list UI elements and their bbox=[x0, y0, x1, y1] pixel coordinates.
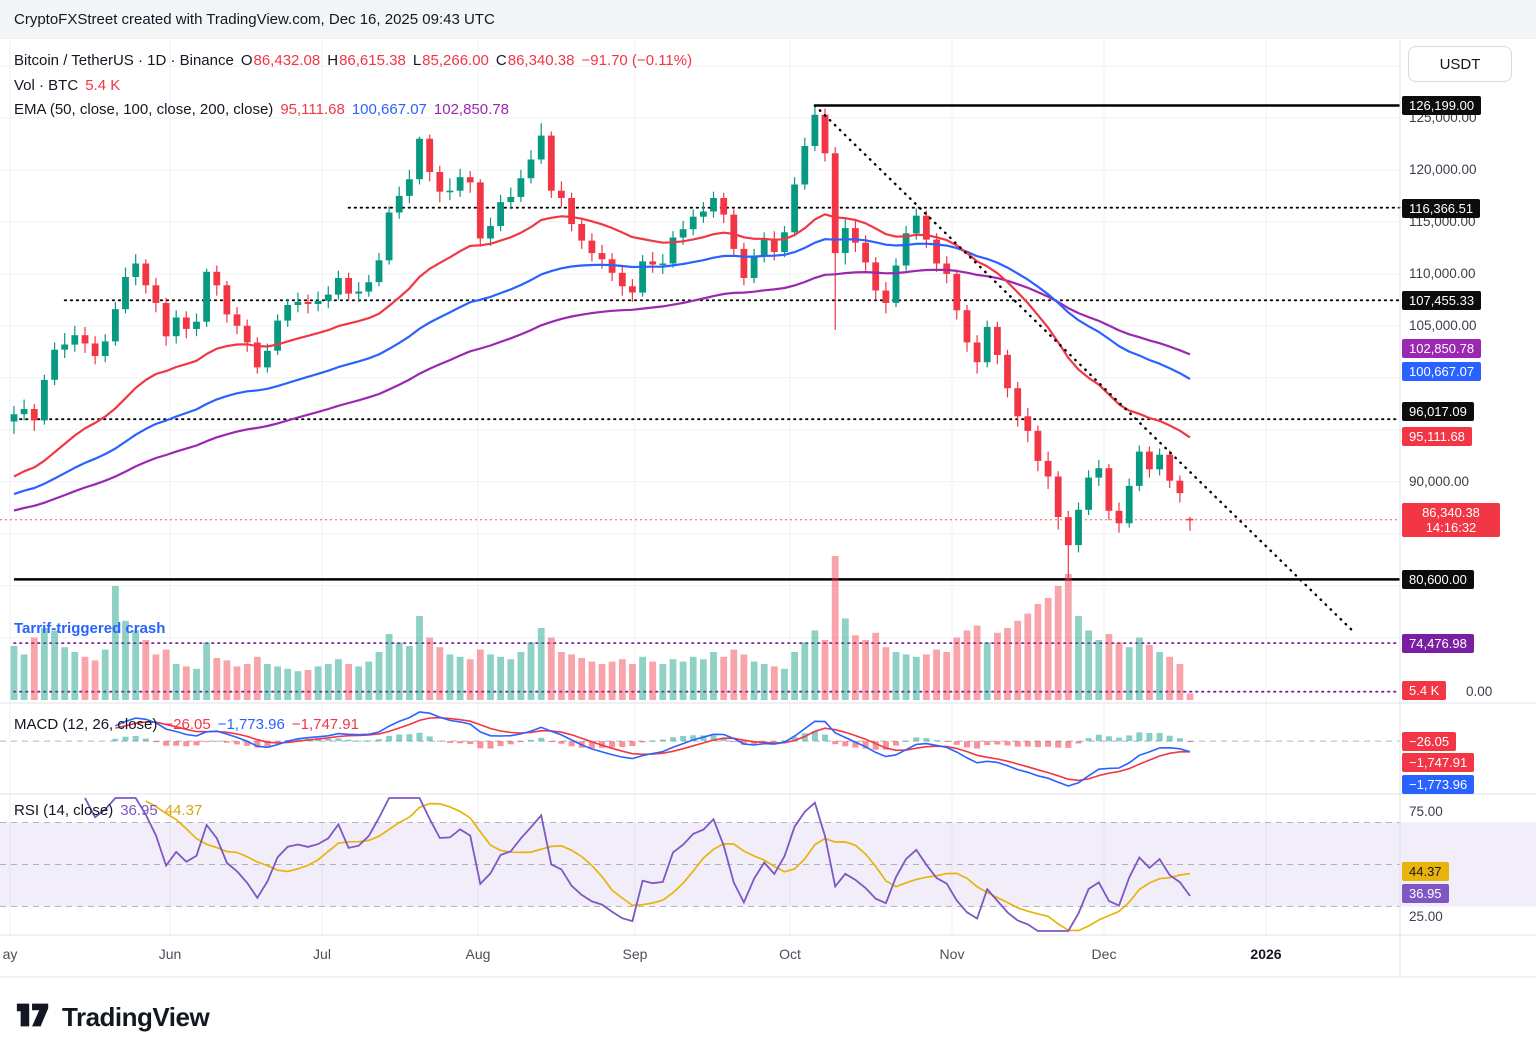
symbol-title: Bitcoin / TetherUS · 1D · Binance bbox=[14, 52, 234, 69]
rsi-value: 36.95 bbox=[120, 802, 158, 819]
rsi-tick-label: 25.00 bbox=[1409, 909, 1443, 924]
volume-value: 5.4 K bbox=[85, 77, 121, 94]
macd-line-badge: −1,773.96 bbox=[1402, 775, 1475, 794]
time-axis[interactable] bbox=[0, 935, 1400, 977]
rsi-value-badge: 36.95 bbox=[1402, 884, 1449, 903]
time-axis-label[interactable]: Dec bbox=[1091, 946, 1117, 962]
ema100-value: 100,667.07 bbox=[351, 101, 427, 118]
macd-hist-value: −26.05 bbox=[164, 716, 211, 733]
last-price-value: 86,340.38 bbox=[1422, 505, 1480, 520]
footer-brand[interactable]: TradingView bbox=[14, 996, 210, 1039]
ohlc-high: H 86,615.38 bbox=[327, 52, 406, 69]
macd-label: MACD (12, 26, close) bbox=[14, 716, 158, 733]
price-level-badge: 116,366.51 bbox=[1402, 199, 1481, 218]
price-level-badge: 107,455.33 bbox=[1402, 291, 1482, 310]
time-axis-label[interactable]: ay bbox=[2, 946, 18, 962]
ema-legend[interactable]: EMA (50, close, 100, close, 200, close) … bbox=[14, 101, 509, 118]
price-level-badge: 74,476.98 bbox=[1402, 634, 1474, 653]
macd-signal-badge: −1,747.91 bbox=[1402, 753, 1475, 772]
price-level-badge: 102,850.78 bbox=[1402, 339, 1482, 358]
time-axis-label[interactable]: Jun bbox=[158, 946, 182, 962]
ema50-value: 95,111.68 bbox=[280, 101, 345, 118]
price-tick-label: 90,000.00 bbox=[1409, 474, 1470, 489]
macd-line-value: −1,773.96 bbox=[217, 716, 285, 733]
volume-badge: 5.4 K bbox=[1402, 681, 1447, 700]
price-tick-label: 120,000.00 bbox=[1409, 162, 1477, 177]
time-axis-label[interactable]: Aug bbox=[465, 946, 491, 962]
macd-hist-badge: −26.05 bbox=[1402, 732, 1457, 751]
time-axis-label[interactable]: Nov bbox=[939, 946, 965, 962]
ohlc-open: O 86,432.08 bbox=[240, 52, 321, 69]
time-axis-label[interactable]: 2026 bbox=[1250, 946, 1282, 962]
time-axis-label[interactable]: Sep bbox=[622, 946, 648, 962]
attribution-text: CryptoFXStreet created with TradingView.… bbox=[14, 10, 495, 28]
rsi-tick-label: 75.00 bbox=[1409, 804, 1443, 819]
volume-zero-label: 0.00 bbox=[1466, 684, 1493, 699]
time-axis-label[interactable]: Jul bbox=[313, 946, 331, 962]
last-price-badge: 86,340.38 14:16:32 bbox=[1402, 503, 1500, 537]
symbol-legend[interactable]: Bitcoin / TetherUS · 1D · Binance O 86,43… bbox=[14, 52, 692, 69]
chart-annotation: Tarrif-triggered crash bbox=[14, 620, 166, 637]
tradingview-logo-icon bbox=[14, 996, 52, 1039]
price-level-badge: 80,600.00 bbox=[1402, 570, 1474, 589]
ema-label: EMA (50, close, 100, close, 200, close) bbox=[14, 101, 274, 118]
price-level-badge: 96,017.09 bbox=[1402, 402, 1474, 421]
ohlc-low: L 85,266.00 bbox=[412, 52, 489, 69]
volume-legend[interactable]: Vol · BTC 5.4 K bbox=[14, 77, 120, 94]
volume-label: Vol · BTC bbox=[14, 77, 79, 94]
price-tick-label: 105,000.00 bbox=[1409, 318, 1477, 333]
bar-countdown: 14:16:32 bbox=[1425, 520, 1477, 535]
rsi-label: RSI (14, close) bbox=[14, 802, 114, 819]
price-tick-label: 110,000.00 bbox=[1409, 266, 1476, 281]
rsi-ma-badge: 44.37 bbox=[1402, 862, 1449, 881]
ohlc-close: C 86,340.38 bbox=[495, 52, 575, 69]
rsi-legend[interactable]: RSI (14, close) 36.95 44.37 bbox=[14, 802, 202, 819]
change-value: −91.70 (−0.11%) bbox=[581, 52, 693, 69]
macd-legend[interactable]: MACD (12, 26, close) −26.05 −1,773.96 −1… bbox=[14, 716, 359, 733]
price-level-badge: 95,111.68 bbox=[1402, 427, 1472, 446]
ema200-value: 102,850.78 bbox=[433, 101, 509, 118]
price-level-badge: 126,199.00 bbox=[1402, 96, 1482, 115]
brand-name: TradingView bbox=[62, 1002, 210, 1032]
attribution-bar: CryptoFXStreet created with TradingView.… bbox=[0, 0, 1536, 38]
macd-signal-value: −1,747.91 bbox=[291, 716, 359, 733]
currency-toggle-button[interactable]: USDT bbox=[1408, 46, 1512, 82]
price-level-badge: 100,667.07 bbox=[1402, 362, 1482, 381]
time-axis-label[interactable]: Oct bbox=[779, 946, 801, 962]
rsi-ma-value: 44.37 bbox=[164, 802, 203, 819]
